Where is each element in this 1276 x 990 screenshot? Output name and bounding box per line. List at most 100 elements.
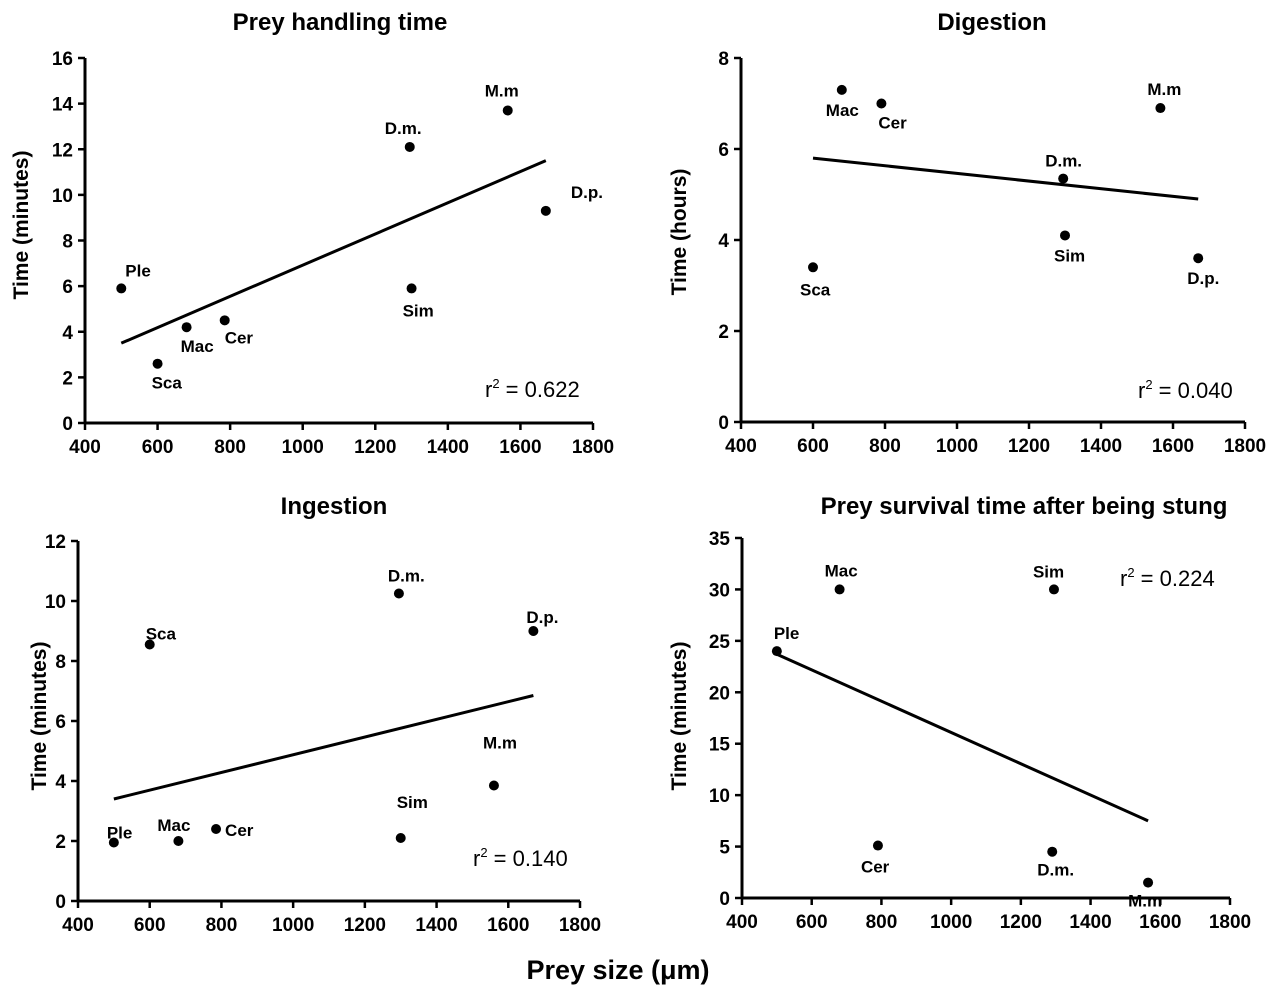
y-tick-label: 6 xyxy=(62,277,73,298)
chart-panel-4: Prey survival time after being stung 400 6… xyxy=(668,493,1251,933)
point-label: Ple xyxy=(774,624,800,643)
point-label: M.m xyxy=(1128,892,1162,911)
r-squared-label: r2 = 0.140 xyxy=(473,845,568,871)
data-point-dm xyxy=(1047,846,1058,857)
x-tick-label: 1800 xyxy=(1209,912,1251,933)
data-point-mac xyxy=(836,84,847,95)
data-point-cer xyxy=(219,315,230,326)
chart-title: Prey survival time after being stung xyxy=(821,493,1228,520)
y-tick-label: 6 xyxy=(718,140,729,161)
x-tick-label: 1400 xyxy=(427,437,469,458)
data-point-ple xyxy=(771,646,782,657)
x-tick-label: 1200 xyxy=(354,437,396,458)
x-tick-label: 1000 xyxy=(272,915,314,936)
point-label: Sca xyxy=(146,625,177,644)
point-label: M.m xyxy=(483,734,517,753)
chart-panel-1: Prey handling time 400 600 800 1000 1200 1400 1… xyxy=(10,9,614,458)
y-tick-label: 4 xyxy=(55,772,66,793)
x-tick-label: 600 xyxy=(134,915,166,936)
trend-line xyxy=(120,159,547,345)
point-label: D.p. xyxy=(526,608,558,627)
data-point-dm xyxy=(404,141,415,152)
r-squared-symbol: r xyxy=(473,846,480,871)
data-point-mm xyxy=(502,105,513,116)
x-tick-label: 1200 xyxy=(344,915,386,936)
data-point-cer xyxy=(876,98,887,109)
chart-title: Prey handling time xyxy=(233,9,448,36)
point-label: Sim xyxy=(1033,562,1064,581)
x-tick-label: 1000 xyxy=(282,437,324,458)
data-point-sim xyxy=(395,833,406,843)
y-tick-label: 2 xyxy=(718,322,729,343)
r-squared-superscript: 2 xyxy=(1145,377,1152,392)
x-tick-label: 1400 xyxy=(1069,912,1111,933)
x-tick-label: 1600 xyxy=(499,437,541,458)
x-tick-label: 600 xyxy=(797,436,829,457)
data-point-sim xyxy=(1060,230,1070,241)
x-tick-label: 1600 xyxy=(1152,436,1194,457)
point-label: Ple xyxy=(125,261,151,280)
r-squared-value: = 0.622 xyxy=(500,377,580,402)
y-tick-label: 8 xyxy=(62,232,73,253)
data-point-dp xyxy=(1193,253,1204,264)
point-label: Sim xyxy=(397,793,428,812)
x-tick-label: 400 xyxy=(725,436,757,457)
r-squared-superscript: 2 xyxy=(1127,565,1134,580)
chart-panel-3: Ingestion 400 600 800 1000 1200 1400 1600 1800 0 2… xyxy=(28,493,601,936)
y-tick-label: 16 xyxy=(52,49,73,70)
data-point-mac xyxy=(173,836,184,846)
data-point-mm xyxy=(1155,103,1166,114)
x-tick-label: 1600 xyxy=(487,915,529,936)
data-point-mm xyxy=(1143,877,1154,888)
data-point-sca xyxy=(808,262,818,273)
r-squared-value: = 0.140 xyxy=(488,846,568,871)
y-tick-label: 10 xyxy=(45,592,66,613)
chart-title: Ingestion xyxy=(281,493,388,520)
r-squared-label: r2 = 0.622 xyxy=(485,376,580,402)
x-tick-label: 1400 xyxy=(1080,436,1122,457)
y-axis-label: Time (minutes) xyxy=(668,642,691,791)
y-tick-label: 0 xyxy=(55,892,66,913)
point-label: D.p. xyxy=(571,183,603,202)
x-tick-label: 1600 xyxy=(1139,912,1181,933)
y-tick-label: 12 xyxy=(52,140,73,161)
x-tick-label: 1800 xyxy=(572,437,614,458)
y-tick-label: 0 xyxy=(62,414,73,435)
point-label: Cer xyxy=(225,821,254,840)
x-tick-label: 1800 xyxy=(559,915,601,936)
data-point-sim xyxy=(406,283,417,294)
point-label: D.m. xyxy=(1045,152,1082,171)
y-tick-label: 10 xyxy=(709,786,730,807)
point-label: D.p. xyxy=(1187,269,1219,288)
point-label: D.m. xyxy=(385,119,422,138)
y-tick-label: 14 xyxy=(52,95,74,116)
y-tick-label: 0 xyxy=(718,413,729,434)
data-point-sca xyxy=(152,358,163,369)
r-squared-value: = 0.224 xyxy=(1135,566,1215,591)
x-tick-label: 800 xyxy=(214,437,246,458)
data-point-ple xyxy=(108,837,119,848)
y-tick-label: 30 xyxy=(709,580,730,601)
point-label: Mac xyxy=(826,101,859,120)
r-squared-symbol: r xyxy=(485,377,492,402)
y-axis-label: Time (minutes) xyxy=(28,642,51,791)
x-tick-label: 400 xyxy=(69,437,101,458)
y-axis-label: Time (minutes) xyxy=(10,151,33,300)
point-label: Sca xyxy=(152,374,183,393)
data-point-cer xyxy=(211,824,222,834)
point-label: Sca xyxy=(800,280,831,299)
data-point-dp xyxy=(528,626,539,636)
y-tick-label: 25 xyxy=(709,632,731,653)
point-label: Cer xyxy=(878,114,907,133)
point-label: Cer xyxy=(225,328,254,347)
x-tick-label: 1400 xyxy=(415,915,457,936)
data-point-sca xyxy=(144,639,155,650)
trend-line xyxy=(776,652,1149,823)
r-squared-value: = 0.040 xyxy=(1153,378,1233,403)
data-point-ple xyxy=(116,283,127,294)
point-label: Mac xyxy=(825,561,858,580)
point-label: M.m xyxy=(485,81,519,100)
y-tick-label: 20 xyxy=(709,683,730,704)
data-point-dm xyxy=(393,588,404,599)
